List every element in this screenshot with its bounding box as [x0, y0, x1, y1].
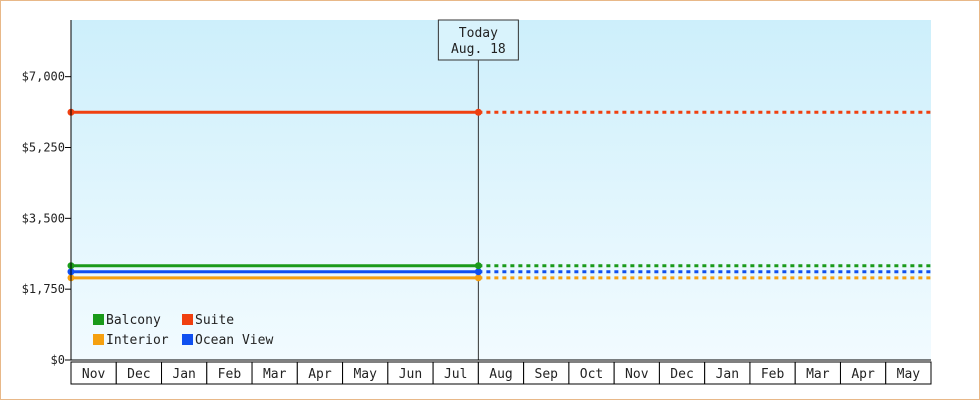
x-tick-label: Mar	[806, 367, 830, 382]
x-tick-label: Sep	[535, 367, 559, 382]
legend-swatch	[182, 314, 193, 325]
legend-label: Ocean View	[195, 333, 273, 348]
today-label: Today	[459, 26, 498, 41]
x-tick-label: Nov	[625, 367, 649, 382]
x-tick-label: Nov	[82, 367, 106, 382]
y-tick-label: $0	[51, 353, 65, 367]
legend-label: Interior	[106, 333, 169, 348]
x-tick-label: Jan	[716, 367, 739, 382]
series-point	[474, 108, 482, 116]
y-tick-label: $7,000	[22, 70, 65, 84]
legend-label: Balcony	[106, 313, 161, 328]
x-tick-label: Feb	[218, 367, 242, 382]
x-tick-label: May	[353, 367, 377, 382]
legend-swatch	[182, 334, 193, 345]
x-tick-label: Apr	[851, 367, 875, 382]
y-tick-label: $1,750	[22, 282, 65, 296]
x-tick-label: Mar	[263, 367, 287, 382]
today-label: Aug. 18	[451, 42, 506, 57]
legend-swatch	[93, 314, 104, 325]
series-point	[474, 262, 482, 270]
x-tick-label: Apr	[308, 367, 332, 382]
today-label-box	[437, 19, 519, 61]
x-month-cell	[885, 361, 932, 385]
x-tick-label: Jun	[399, 367, 422, 382]
legend-swatch	[93, 334, 104, 345]
y-tick-label: $5,250	[22, 141, 65, 155]
y-tick-label: $3,500	[22, 211, 65, 225]
series-point	[474, 268, 482, 276]
legend-label: Suite	[195, 313, 234, 328]
x-tick-label: Dec	[127, 367, 150, 382]
x-tick-label: Oct	[580, 367, 603, 382]
x-tick-label: Jul	[444, 367, 467, 382]
x-tick-label: Jan	[172, 367, 195, 382]
plot-background	[71, 20, 931, 360]
x-tick-label: Feb	[761, 367, 785, 382]
x-tick-label: May	[897, 367, 921, 382]
x-tick-label: Dec	[670, 367, 693, 382]
series-point	[474, 274, 482, 282]
x-tick-label: Aug	[489, 367, 512, 382]
